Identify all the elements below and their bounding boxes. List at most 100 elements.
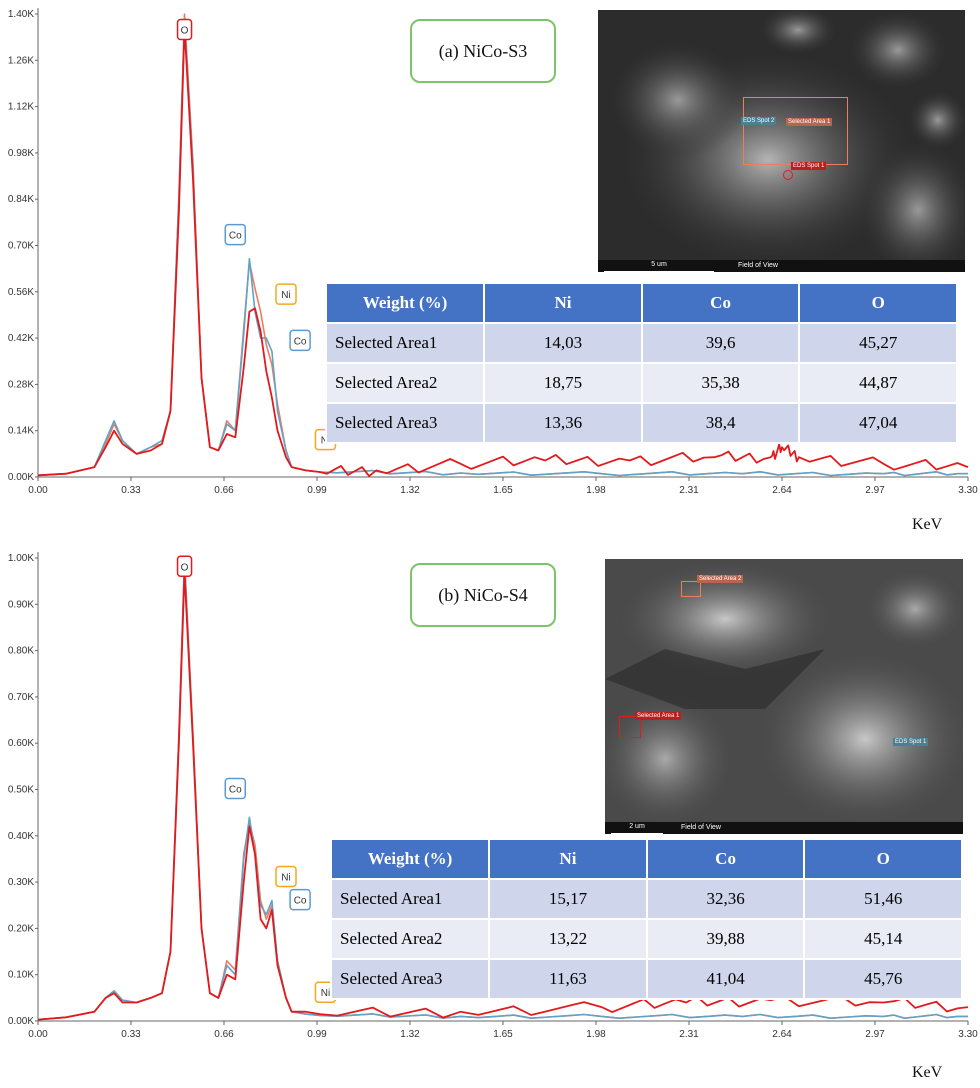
y-tick-label: 0.30K	[8, 877, 34, 888]
y-tick-label: 0.42K	[8, 333, 34, 344]
table-cell: 47,04	[798, 402, 958, 444]
x-tick-label: 1.98	[586, 1029, 606, 1040]
peak-label-box	[176, 555, 193, 578]
x-tick-label: 1.65	[493, 485, 513, 496]
peak-label-box	[275, 865, 297, 888]
sem-marker-a-0: EDS Spot 2	[741, 117, 777, 125]
x-tick-label: 0.00	[28, 1029, 48, 1040]
x-tick-label: 0.66	[214, 485, 234, 496]
sem-image-a: EDS Spot 2 Selected Area 1 EDS Spot 1 5 …	[598, 10, 965, 272]
table-cell: 35,38	[640, 362, 801, 404]
chart-title-b: (b) NiCo-S4	[410, 563, 556, 627]
peak-label-ni: Ni	[281, 872, 290, 883]
y-tick-label: 0.60K	[8, 738, 34, 749]
table-cell: 45,27	[798, 322, 958, 364]
y-tick-label: 0.84K	[8, 194, 34, 205]
sem-marker-a-1: Selected Area 1	[786, 118, 833, 126]
sem-scale-b: 2 um	[611, 822, 663, 834]
x-tick-label: 2.64	[772, 1029, 792, 1040]
panel-b: 0.00K 0.10K 0.20K 0.30K 0.40K 0.50K 0.60K 0.70K…	[0, 544, 980, 1088]
x-tick-label: 3.30	[958, 1029, 978, 1040]
series-line-0	[37, 571, 969, 1021]
table-cell: 44,87	[798, 362, 958, 404]
table-cell: Selected Area1	[329, 878, 491, 920]
table-cell: 41,04	[645, 958, 806, 1000]
table-cell: Selected Area2	[324, 362, 486, 404]
sem-scalebar-a: 5 um Field of View	[598, 260, 965, 272]
table-header-cell: Weight (%)	[324, 282, 486, 324]
table-cell: 39,6	[640, 322, 801, 364]
y-tick-label: 1.12K	[8, 102, 34, 113]
table-cell: 39,88	[645, 918, 806, 960]
panel-a: 0.00K 0.14K 0.28K 0.42K 0.56K 0.70K 0.84K 0.98K…	[8, 8, 978, 533]
y-tick-label: 0.00K	[8, 1016, 34, 1027]
peak-label-co: Co	[294, 896, 307, 907]
y-tick-label: 0.98K	[8, 148, 34, 159]
chart-title-a: (a) NiCo-S3	[410, 19, 556, 83]
x-tick-label: 2.97	[865, 1029, 885, 1040]
table-row: Selected Area1 14,03 39,6 45,27	[324, 322, 958, 364]
sem-spot-a	[783, 170, 793, 180]
x-tick-label: 2.31	[679, 485, 699, 496]
sem-selected-area-b1	[619, 716, 641, 738]
x-tick-label: 0.99	[307, 1029, 327, 1040]
x-tick-label: 1.32	[400, 1029, 420, 1040]
table-cell: 13,22	[488, 918, 648, 960]
table-cell: Selected Area2	[329, 918, 491, 960]
table-row: Selected Area2 18,75 35,38 44,87	[324, 362, 958, 404]
x-axis-label-a: KeV	[912, 516, 943, 533]
sem-marker-a-2: EDS Spot 1	[791, 162, 827, 170]
y-tick-label: 0.90K	[8, 599, 34, 610]
sem-scalebar-b: 2 um Field of View	[605, 822, 963, 834]
table-cell: 51,46	[803, 878, 963, 920]
y-tick-label: 0.00K	[8, 472, 34, 483]
x-tick-label: 2.97	[865, 485, 885, 496]
sem-selected-area-b2	[681, 581, 701, 597]
table-header-a: Weight (%) Ni Co O	[324, 282, 958, 324]
x-tick-label: 2.31	[679, 1029, 699, 1040]
y-tick-label: 0.10K	[8, 970, 34, 981]
weight-table-b: Weight (%) Ni Co O Selected Area1 15,17 …	[329, 838, 963, 1000]
y-tick-label: 0.56K	[8, 287, 34, 298]
y-tick-label: 0.40K	[8, 831, 34, 842]
y-tick-label: 1.00K	[8, 553, 34, 564]
sem-marker-b-2: EDS Spot 1	[893, 738, 929, 746]
y-tick-label: 0.70K	[8, 692, 34, 703]
sem-fov-b: Field of View	[681, 824, 721, 831]
peak-label-o: O	[181, 26, 189, 37]
y-tick-label: 1.26K	[8, 55, 34, 66]
x-tick-label: 0.33	[121, 1029, 141, 1040]
table-row: Selected Area3 13,36 38,4 47,04	[324, 402, 958, 444]
table-cell: 45,76	[803, 958, 963, 1000]
x-tick-label: 0.66	[214, 1029, 234, 1040]
peak-label-box	[176, 18, 193, 41]
table-header-cell: Ni	[488, 838, 648, 880]
y-tick-label: 0.70K	[8, 241, 34, 252]
x-tick-label: 1.65	[493, 1029, 513, 1040]
table-header-cell: Ni	[483, 282, 643, 324]
table-cell: 11,63	[488, 958, 648, 1000]
peak-label-ni: Ni	[321, 988, 330, 999]
sem-marker-b-1: Selected Area 1	[635, 712, 682, 720]
sem-texture-a	[598, 10, 965, 272]
peak-label-o: O	[181, 562, 189, 573]
peak-label-co: Co	[294, 336, 307, 347]
series-line-0	[37, 26, 969, 477]
peak-label-ni: Ni	[281, 290, 290, 301]
peak-label-box	[275, 283, 297, 305]
table-cell: 45,14	[803, 918, 963, 960]
table-row: Selected Area1 15,17 32,36 51,46	[329, 878, 963, 920]
y-tick-label: 0.28K	[8, 379, 34, 390]
y-tick-label: 0.20K	[8, 923, 34, 934]
table-row: Selected Area2 13,22 39,88 45,14	[329, 918, 963, 960]
x-tick-label: 0.99	[307, 485, 327, 496]
table-cell: Selected Area3	[324, 402, 486, 444]
y-tick-label: 0.14K	[8, 426, 34, 437]
table-cell: 32,36	[645, 878, 806, 920]
peak-label-box	[224, 223, 247, 246]
spectrum-chart-b: 0.00K 0.10K 0.20K 0.30K 0.40K 0.50K 0.60K 0.70K…	[8, 552, 978, 1040]
table-cell: Selected Area1	[324, 322, 486, 364]
peak-label-box	[289, 329, 311, 352]
peak-label-co: Co	[229, 231, 242, 242]
table-cell: 38,4	[640, 402, 801, 444]
